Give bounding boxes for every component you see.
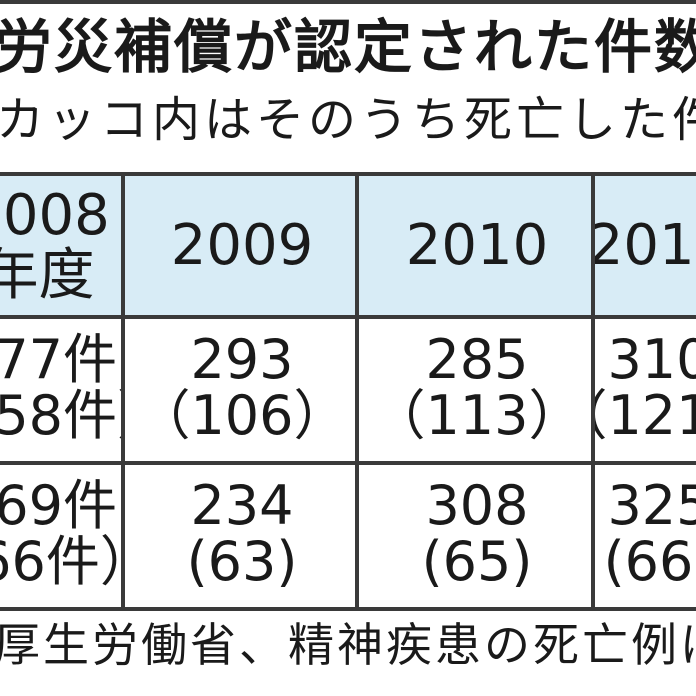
- table-cell: 234 (63): [121, 461, 359, 611]
- cell-deaths: (65): [421, 530, 533, 593]
- cell-total: 310: [607, 328, 696, 391]
- header-year: 2009: [170, 212, 314, 278]
- header-cell-2010: 2010: [355, 172, 595, 319]
- table-cell: 325 (66): [591, 461, 696, 611]
- header-cell-2008: 2008 年度: [0, 172, 125, 319]
- cell-total: 325: [607, 474, 696, 537]
- table-cell: 308 (65): [355, 461, 595, 611]
- table-cell: 285 （113）: [355, 315, 595, 465]
- table-cell: 269件 （66件）: [0, 461, 125, 611]
- source-note: 厚生労働省、精神疾患の死亡例は自殺: [0, 618, 696, 672]
- cell-deaths: （121）: [595, 384, 696, 447]
- header-cell-2009: 2009: [121, 172, 359, 319]
- table-cell: 293 （106）: [121, 315, 359, 465]
- cell-deaths: (66): [603, 530, 696, 593]
- cell-deaths: （66件）: [0, 530, 125, 593]
- chart-title: 労災補償が認定された件数: [0, 13, 696, 81]
- cell-total: 308: [425, 474, 529, 537]
- cell-total: 285: [425, 328, 529, 391]
- header-year-unit: 年度: [0, 242, 95, 308]
- cell-total: 234: [190, 474, 294, 537]
- cell-total: 293: [190, 328, 294, 391]
- table-cell: 377件 （158件）: [0, 315, 125, 465]
- header-year: 2010: [405, 212, 549, 278]
- top-border-rule: [0, 0, 696, 4]
- cell-deaths: (63): [186, 530, 298, 593]
- header-cell-2011: 2011: [591, 172, 696, 319]
- header-year: 2008: [0, 182, 110, 248]
- chart-subtitle: カッコ内はそのうち死亡した件数: [0, 92, 696, 148]
- header-year: 2011: [591, 212, 696, 278]
- cell-deaths: （113）: [371, 384, 583, 447]
- cell-total: 269件: [0, 474, 118, 537]
- cell-deaths: （158件）: [0, 384, 125, 447]
- table-cell: 310 （121）: [591, 315, 696, 465]
- cell-total: 377件: [0, 328, 118, 391]
- cell-deaths: （106）: [136, 384, 348, 447]
